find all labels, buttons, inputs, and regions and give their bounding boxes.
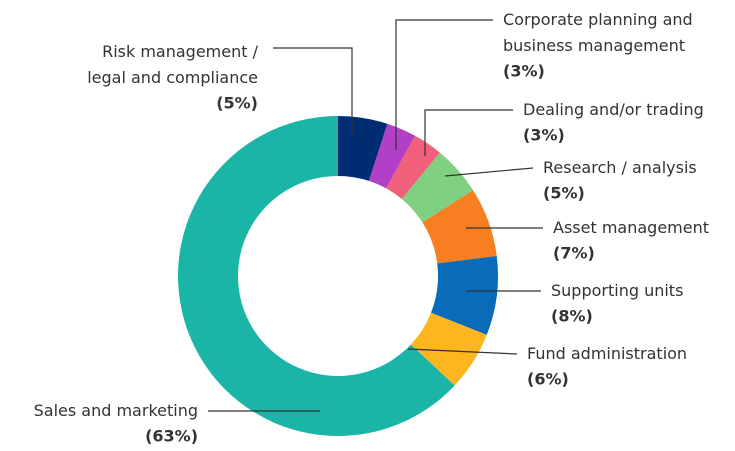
slice-label-line: Research / analysis — [543, 158, 697, 177]
slice — [177, 116, 455, 437]
slice — [430, 255, 498, 335]
slice-label: Corporate planning and business managemen… — [503, 10, 693, 55]
slice — [338, 116, 388, 181]
slice-label: Sales and marketing — [34, 401, 198, 420]
slice-label-line: legal and compliance — [87, 68, 258, 87]
slice — [422, 190, 497, 264]
slice-label-line: Fund administration — [527, 344, 687, 363]
slice-value-label: (7%) — [553, 244, 595, 263]
slice-label-line: business management — [503, 36, 685, 55]
slice-value-label: (6%) — [527, 370, 569, 389]
slice — [410, 312, 487, 386]
slice-label: Asset management — [553, 218, 709, 237]
slice-value-label: (5%) — [216, 94, 258, 113]
slice-label: Risk management / legal and compliance — [87, 42, 258, 87]
slice-value-label: (63%) — [145, 427, 198, 446]
slice-label: Supporting units — [551, 281, 683, 300]
slice-label-line: Sales and marketing — [34, 401, 198, 420]
leader-line — [444, 167, 534, 177]
slice — [368, 123, 416, 189]
slice-label-line: Dealing and/or trading — [523, 100, 704, 119]
slice-label-line: Asset management — [553, 218, 709, 237]
slice-label: Research / analysis — [543, 158, 697, 177]
slice-label-line: Risk management / — [102, 42, 259, 61]
slice-value-label: (8%) — [551, 307, 593, 326]
slice — [401, 152, 474, 223]
slice-value-label: (3%) — [523, 126, 565, 145]
leader-line — [424, 109, 513, 156]
slice-label: Fund administration — [527, 344, 687, 363]
leader-line — [395, 19, 493, 150]
slice-value-label: (3%) — [503, 62, 545, 81]
slice-label-line: Supporting units — [551, 281, 683, 300]
leader-line — [273, 47, 353, 138]
slice-label: Dealing and/or trading — [523, 100, 704, 119]
slice-label-line: Corporate planning and — [503, 10, 693, 29]
leader-line — [407, 348, 518, 355]
slice — [386, 135, 440, 199]
slice-value-label: (5%) — [543, 184, 585, 203]
